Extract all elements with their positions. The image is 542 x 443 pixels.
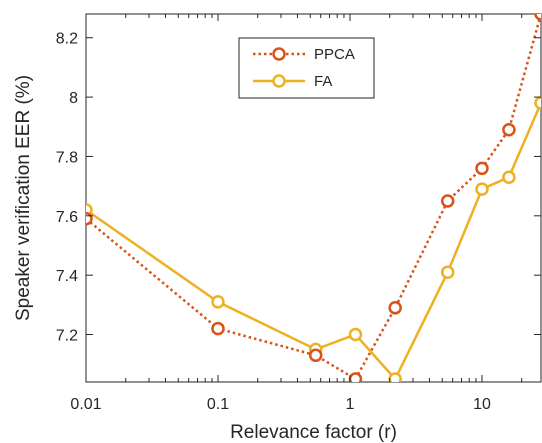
x-axis-label: Relevance factor (r) xyxy=(230,422,397,443)
y-tick-label: 7.6 xyxy=(56,209,78,226)
y-axis-label: Speaker verification EER (%) xyxy=(13,75,34,321)
data-point-fa xyxy=(348,327,363,342)
data-point-ppca xyxy=(534,14,541,21)
y-tick-label: 8.2 xyxy=(56,31,78,48)
legend-box xyxy=(238,37,375,99)
y-tick-label: 7.2 xyxy=(56,328,78,345)
series-line-ppca xyxy=(86,14,541,381)
data-point-ppca xyxy=(211,321,225,336)
data-point-fa xyxy=(440,265,455,279)
legend-label-ppca: PPCA xyxy=(314,46,355,63)
data-point-ppca xyxy=(502,122,516,137)
x-tick-label: 1 xyxy=(346,396,355,413)
y-tick-label: 7.4 xyxy=(56,268,78,285)
x-tick-label: 0.01 xyxy=(70,396,101,413)
data-point-ppca xyxy=(348,372,363,382)
y-axis-ticks: 7.2 7.4 7.6 7.8 8 8.2 xyxy=(56,31,541,345)
y-tick-label: 8 xyxy=(69,90,78,107)
data-point-ppca xyxy=(388,301,402,315)
data-point-ppca xyxy=(308,348,323,363)
data-point-ppca xyxy=(86,212,93,226)
x-tick-label: 10 xyxy=(473,396,491,413)
x-tick-label: 0.1 xyxy=(207,396,229,413)
y-tick-label: 7.8 xyxy=(56,149,78,166)
data-point-ppca xyxy=(475,161,489,176)
data-point-fa xyxy=(534,96,541,110)
legend-label-fa: FA xyxy=(314,73,332,90)
x-axis-ticks: 0.01 0.1 1 10 xyxy=(70,14,523,413)
data-point-fa xyxy=(475,182,489,196)
data-point-fa xyxy=(211,295,225,309)
data-point-fa xyxy=(388,372,402,382)
legend: PPCA FA xyxy=(238,37,375,99)
data-point-fa xyxy=(502,170,516,184)
data-point-ppca xyxy=(440,194,455,208)
legend-marker-fa xyxy=(272,74,286,88)
legend-marker-ppca xyxy=(272,47,286,61)
